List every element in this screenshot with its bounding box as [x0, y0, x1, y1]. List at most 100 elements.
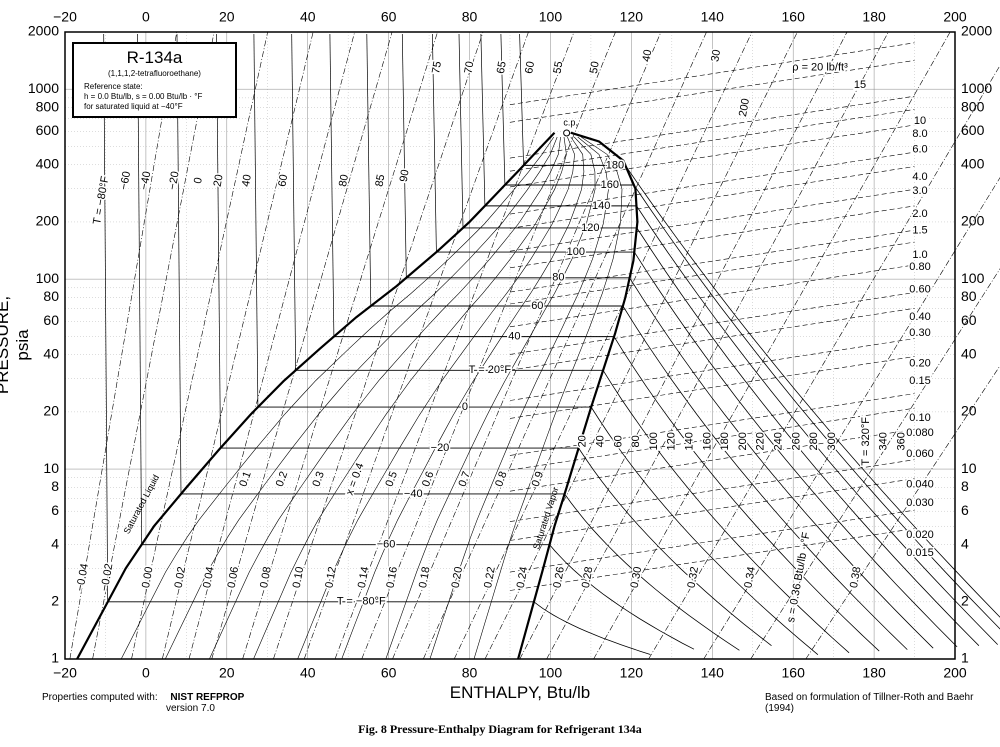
y-tick-label-left: 40	[43, 345, 59, 361]
upper-isotherm-label: 60	[523, 60, 537, 74]
left-note-bold: NIST REFPROP	[170, 692, 245, 703]
entropy-label: 0.06	[226, 566, 242, 589]
y-tick-label-right: 800	[961, 98, 985, 114]
density-line	[509, 241, 915, 305]
isotherm-vapor-branch	[633, 251, 958, 648]
entropy-line	[92, 32, 215, 660]
density-label: 0.15	[909, 375, 930, 387]
density-label: 0.040	[906, 478, 934, 490]
critical-point-label: c.p.	[563, 117, 578, 127]
vapor-isotherm-label: 140	[684, 432, 696, 450]
x-tick-label-top: 40	[300, 9, 316, 25]
density-label: 0.30	[909, 327, 930, 339]
upper-isotherm-label: 0	[192, 177, 205, 185]
vapor-isotherm-label: 240	[773, 432, 785, 450]
isotherm-vapor-branch	[590, 406, 819, 656]
isotherm-liquid-branch	[366, 33, 372, 307]
density-line	[509, 166, 915, 229]
isotherm-label: 160	[601, 179, 619, 191]
x-tick-label-top: 100	[539, 9, 563, 25]
vapor-isotherm-label: 280	[808, 432, 820, 450]
isotherm-label: 140	[592, 200, 610, 212]
entropy-line	[546, 32, 889, 660]
y-tick-label-right: 2000	[961, 23, 992, 39]
entropy-line	[392, 32, 662, 660]
density-line	[509, 407, 915, 471]
isotherm-vapor-branch	[636, 227, 980, 646]
isotherm-liquid-branch	[103, 33, 109, 602]
entropy-label: 0.14	[356, 566, 372, 589]
entropy-line	[361, 32, 616, 660]
vapor-isotherm-label: 260	[790, 432, 802, 450]
upper-isotherm-label: 40	[240, 174, 254, 188]
vapor-isotherm-label: 40	[595, 435, 607, 447]
y-tick-label-right: 400	[961, 155, 985, 171]
y-tick-label-left: 6	[51, 502, 59, 518]
density-line	[509, 338, 915, 401]
density-line	[509, 60, 915, 123]
density-line	[509, 528, 915, 591]
isotherm-label: 120	[581, 222, 599, 234]
left-note: Properties computed with: NIST REFPROP	[42, 692, 244, 703]
isotherm-liquid-branch	[500, 33, 506, 186]
upper-isotherm-label: −60	[118, 170, 133, 190]
x-tick-label-bottom: 100	[539, 665, 563, 681]
density-label: 2.0	[912, 208, 927, 220]
x-tick-label-top: 180	[862, 9, 886, 25]
y-tick-label-left: 80	[43, 288, 59, 304]
y-tick-label-right: 100	[961, 270, 985, 286]
y-tick-label-left: 60	[43, 312, 59, 328]
density-label: 0.080	[906, 427, 934, 439]
density-line	[509, 151, 915, 215]
x-tick-label-top: 140	[701, 9, 725, 25]
entropy-line	[648, 64, 1000, 660]
density-label: ρ = 20 lb/ft³	[792, 61, 848, 73]
isotherm-vapor-branch	[622, 305, 908, 650]
density-label: 0.40	[909, 311, 930, 323]
isotherm-label: 180	[606, 159, 624, 171]
isotherm-liquid-branch	[432, 33, 437, 253]
y-tick-label-right: 60	[961, 312, 977, 328]
isotherm-label: −40	[404, 488, 423, 500]
isotherm-liquid-branch	[137, 33, 142, 545]
x-tick-label-bottom: 180	[862, 665, 886, 681]
upper-isotherm-label: −20	[167, 170, 182, 190]
entropy-label: 0.20	[450, 566, 466, 589]
upper-isotherm-label: T = −80°F	[91, 175, 111, 225]
right-note: Based on formulation of Tillner-Roth and…	[765, 692, 974, 714]
vapor-isotherm-label: 120	[666, 432, 678, 450]
entropy-label: 0.26	[551, 566, 567, 589]
entropy-line	[484, 32, 798, 660]
y-tick-label-left: 1000	[28, 80, 59, 96]
entropy-line	[69, 32, 177, 660]
isotherm-label: 60	[531, 300, 543, 312]
vapor-isotherm-label: 80	[630, 435, 642, 447]
y-tick-label-right: 200	[961, 213, 985, 229]
y-tick-label-left: 600	[36, 122, 60, 138]
density-label: 4.0	[912, 171, 927, 183]
isotherm-label: T = 20°F	[469, 364, 512, 376]
entropy-line	[750, 268, 1000, 660]
density-line	[509, 478, 915, 541]
density-line	[509, 109, 915, 172]
entropy-label: 0.12	[323, 566, 339, 589]
upper-isotherm-label: 200	[737, 97, 752, 117]
entropy-label: 0.32	[686, 566, 702, 589]
vapor-isotherm-label: 20	[577, 435, 589, 447]
critical-point-marker	[563, 129, 571, 137]
y-tick-label-right: 40	[961, 345, 977, 361]
isotherm-label: T = −80°F	[337, 596, 386, 608]
entropy-label: 0.00	[140, 566, 156, 589]
entropy-label: 0.10	[291, 566, 307, 589]
isotherm-liquid-branch	[458, 33, 464, 228]
density-label: 1.0	[912, 249, 927, 261]
x-tick-label-bottom: 120	[620, 665, 644, 681]
isotherm-vapor-branch	[636, 205, 998, 645]
legend-reference: Reference state: h = 0.0 Btu/lb, s = 0.0…	[84, 82, 235, 112]
left-note-prefix: Properties computed with:	[42, 692, 158, 703]
upper-isotherm-label: 80	[337, 174, 351, 188]
y-tick-label-left: 200	[36, 213, 60, 229]
density-label: 1.5	[912, 225, 927, 237]
isotherm-vapor-branch	[613, 336, 880, 652]
vapor-isotherm-label: 360	[896, 432, 908, 450]
